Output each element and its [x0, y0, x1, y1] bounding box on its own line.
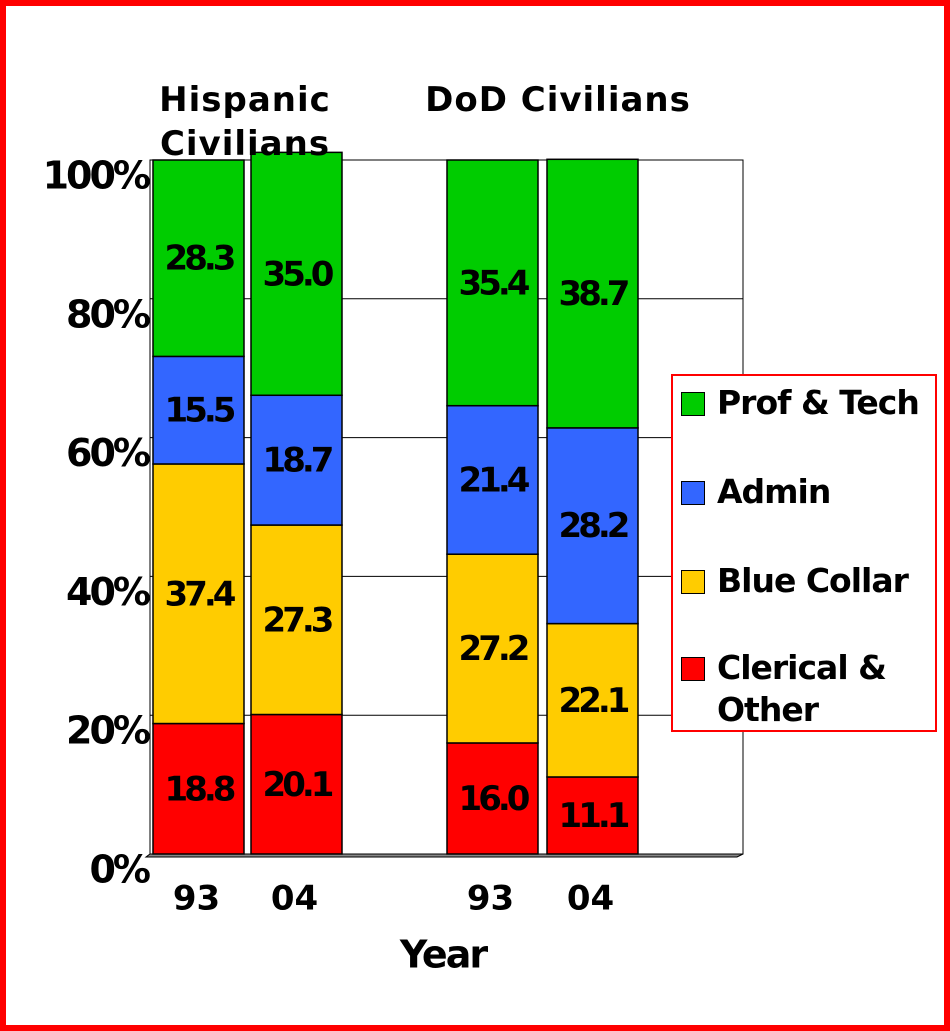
data-label: 28.3 [165, 239, 234, 279]
bar-segment [152, 355, 245, 465]
legend-label: Blue Collar [717, 561, 909, 600]
bar-segment [546, 427, 639, 625]
bar-segment [546, 622, 639, 778]
x-tick-label: 93 [467, 879, 514, 919]
data-label: 22.1 [559, 681, 629, 721]
legend-item: Prof & Tech [681, 382, 932, 424]
data-label: 27.2 [459, 629, 528, 669]
y-tick-label: 100% [43, 154, 150, 198]
y-tick-label: 60% [66, 431, 150, 475]
data-label: 28.2 [559, 506, 628, 546]
data-label: 35.0 [263, 254, 334, 294]
bar-segment [250, 394, 343, 526]
bar-segment [446, 742, 539, 855]
data-label: 15.5 [165, 391, 235, 431]
data-label: 37.4 [165, 574, 236, 614]
x-tick-label: 93 [173, 879, 220, 919]
data-label: 18.7 [263, 441, 332, 481]
legend: Prof & Tech Admin Blue Collar Clerical & Ot… [671, 374, 937, 732]
data-label: 16.0 [459, 779, 530, 819]
bar-segment [250, 524, 343, 716]
data-label: 11.1 [559, 796, 629, 836]
bar-segment [152, 463, 245, 725]
data-label: 18.8 [165, 769, 235, 809]
y-tick-label: 80% [66, 292, 150, 336]
x-axis-title: Year [399, 933, 488, 977]
y-tick-label: 20% [66, 709, 150, 753]
data-label: 20.1 [263, 765, 333, 805]
bar-segment [250, 713, 343, 855]
data-label: 38.7 [559, 274, 628, 314]
data-label: 21.4 [459, 460, 530, 500]
legend-label: Prof & Tech [717, 383, 920, 422]
legend-swatch [681, 392, 705, 416]
legend-label: Admin [717, 472, 831, 511]
y-tick-label: 0% [89, 848, 149, 892]
y-tick-label: 40% [66, 570, 150, 614]
legend-swatch [681, 570, 705, 594]
bar-segment [546, 776, 639, 855]
legend-label: Clerical & Other [717, 648, 887, 729]
bar-segment [152, 722, 245, 855]
data-label: 27.3 [263, 600, 332, 640]
bar-segment [446, 553, 539, 744]
legend-item: Blue Collar [681, 560, 932, 602]
legend-item: Clerical & Other [681, 647, 932, 731]
legend-swatch [681, 481, 705, 505]
legend-item: Admin [681, 471, 932, 513]
group-label: Hispanic Civilians [159, 80, 331, 164]
x-tick-label: 04 [567, 879, 614, 919]
bar-segment [250, 151, 343, 397]
bar-segment [546, 158, 639, 429]
bar-segment [446, 404, 539, 555]
legend-swatch [681, 657, 705, 681]
group-label: DoD Civilians [425, 80, 691, 120]
x-tick-label: 04 [271, 879, 318, 919]
bar-segment [152, 159, 245, 358]
data-label: 35.4 [459, 263, 530, 303]
bar-segment [446, 159, 539, 407]
